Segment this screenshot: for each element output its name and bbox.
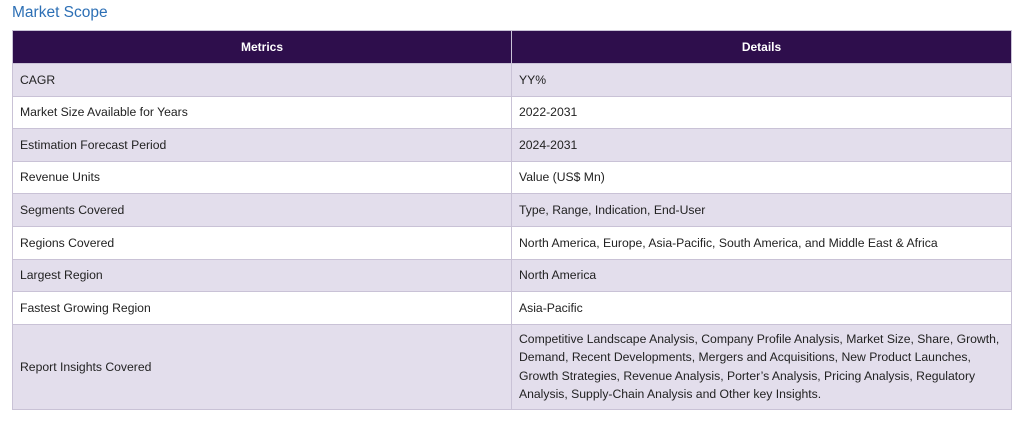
detail-cell: North America, Europe, Asia-Pacific, Sou… <box>511 225 1012 260</box>
table-row: Largest Region North America <box>12 258 1012 293</box>
detail-cell: North America <box>511 258 1012 293</box>
header-details: Details <box>511 30 1012 64</box>
detail-cell: Value (US$ Mn) <box>511 160 1012 195</box>
table-row: Report Insights Covered Competitive Land… <box>12 323 1012 410</box>
table-row: Revenue Units Value (US$ Mn) <box>12 160 1012 195</box>
metric-cell: Segments Covered <box>12 193 512 227</box>
detail-cell: 2024-2031 <box>511 128 1012 162</box>
table-row: Segments Covered Type, Range, Indication… <box>12 193 1012 227</box>
metric-cell: Estimation Forecast Period <box>12 128 512 162</box>
table-row: CAGR YY% <box>12 63 1012 97</box>
metric-cell: Report Insights Covered <box>12 323 512 410</box>
market-scope-table: Metrics Details CAGR YY% Market Size Ava… <box>12 30 1012 410</box>
metric-cell: CAGR <box>12 63 512 97</box>
metric-cell: Market Size Available for Years <box>12 95 512 130</box>
metric-cell: Largest Region <box>12 258 512 293</box>
detail-cell: Asia-Pacific <box>511 291 1012 325</box>
table-row: Regions Covered North America, Europe, A… <box>12 225 1012 260</box>
metric-cell: Regions Covered <box>12 225 512 260</box>
detail-cell: YY% <box>511 63 1012 97</box>
section-title: Market Scope <box>12 4 108 21</box>
detail-cell: Competitive Landscape Analysis, Company … <box>511 323 1012 410</box>
table-header-row: Metrics Details <box>12 30 1012 64</box>
detail-cell: Type, Range, Indication, End-User <box>511 193 1012 227</box>
metric-cell: Fastest Growing Region <box>12 291 512 325</box>
table-row: Market Size Available for Years 2022-203… <box>12 95 1012 130</box>
metric-cell: Revenue Units <box>12 160 512 195</box>
table-row: Fastest Growing Region Asia-Pacific <box>12 291 1012 325</box>
detail-cell: 2022-2031 <box>511 95 1012 130</box>
header-metrics: Metrics <box>12 30 512 64</box>
table-row: Estimation Forecast Period 2024-2031 <box>12 128 1012 162</box>
